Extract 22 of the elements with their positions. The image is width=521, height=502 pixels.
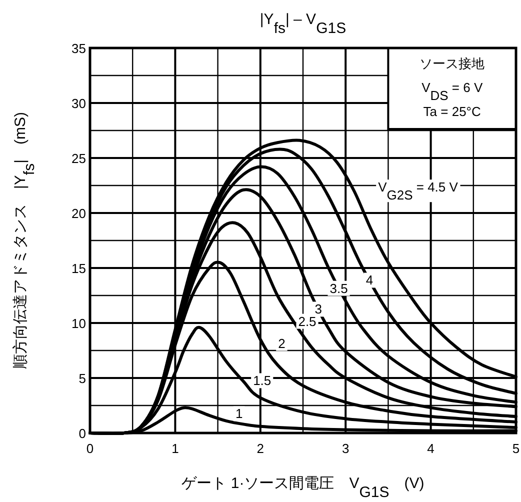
y-tick-label: 20	[72, 206, 86, 221]
x-tick-label: 4	[427, 441, 434, 456]
series-label: 3.5	[330, 280, 348, 296]
x-tick-label: 5	[512, 441, 520, 456]
series-label: 2.5	[298, 314, 316, 329]
y-tick-label: 35	[72, 41, 86, 56]
annotation: Ta = 25°C	[423, 104, 481, 119]
series-label: 1.5	[253, 373, 272, 388]
y-tick-label: 5	[78, 371, 86, 386]
y-tick-label: 0	[78, 426, 86, 441]
series-label: 1	[235, 406, 243, 422]
y-tick-label: 30	[72, 96, 86, 111]
y-tick-label: 25	[72, 151, 86, 166]
series-label: 2	[278, 336, 286, 351]
x-tick-label: 1	[172, 441, 179, 456]
x-tick-label: 3	[342, 441, 350, 456]
series-label: 4	[366, 272, 374, 288]
y-tick-label: 15	[72, 261, 86, 276]
annotation: ソース接地	[420, 56, 485, 71]
series-label: 3	[314, 302, 322, 317]
y-tick-label: 10	[72, 316, 86, 331]
x-tick-label: 2	[256, 441, 264, 456]
